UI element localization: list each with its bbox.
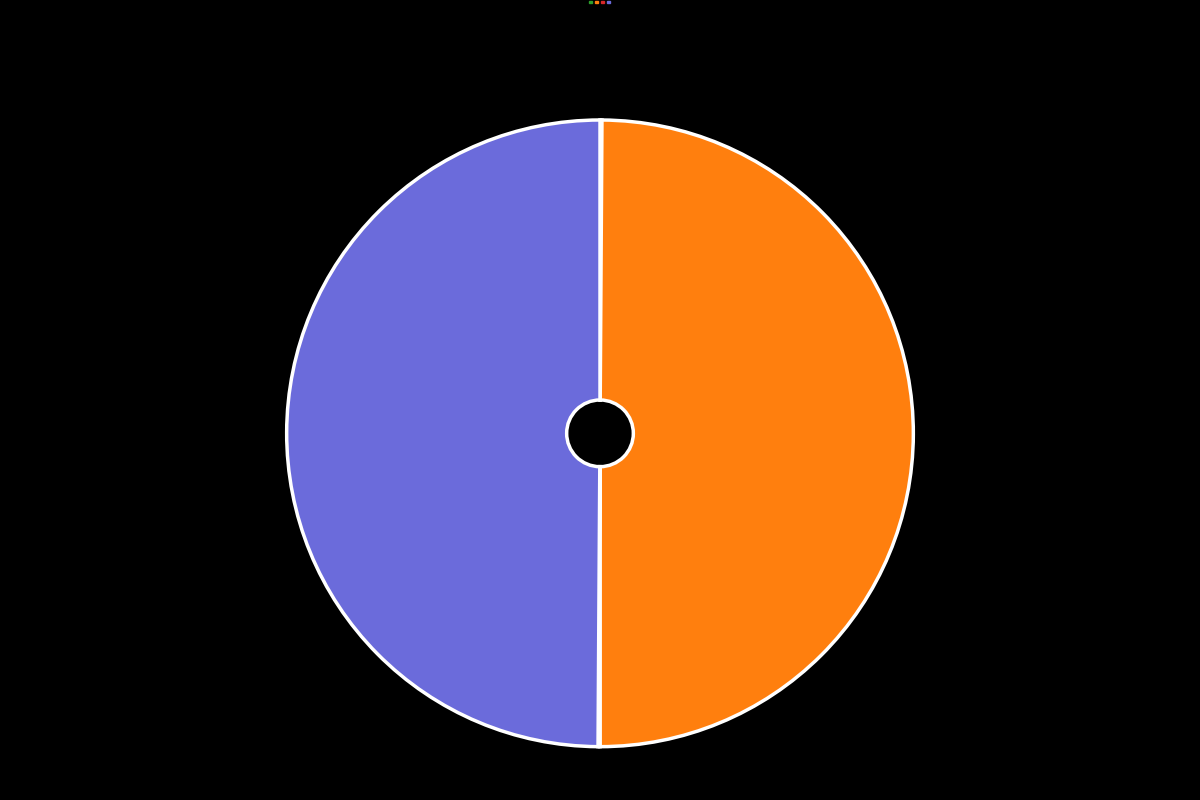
Wedge shape bbox=[598, 466, 600, 746]
Legend: , , , : , , , bbox=[589, 1, 611, 3]
Wedge shape bbox=[287, 120, 600, 746]
Wedge shape bbox=[600, 120, 913, 746]
Wedge shape bbox=[600, 120, 602, 400]
